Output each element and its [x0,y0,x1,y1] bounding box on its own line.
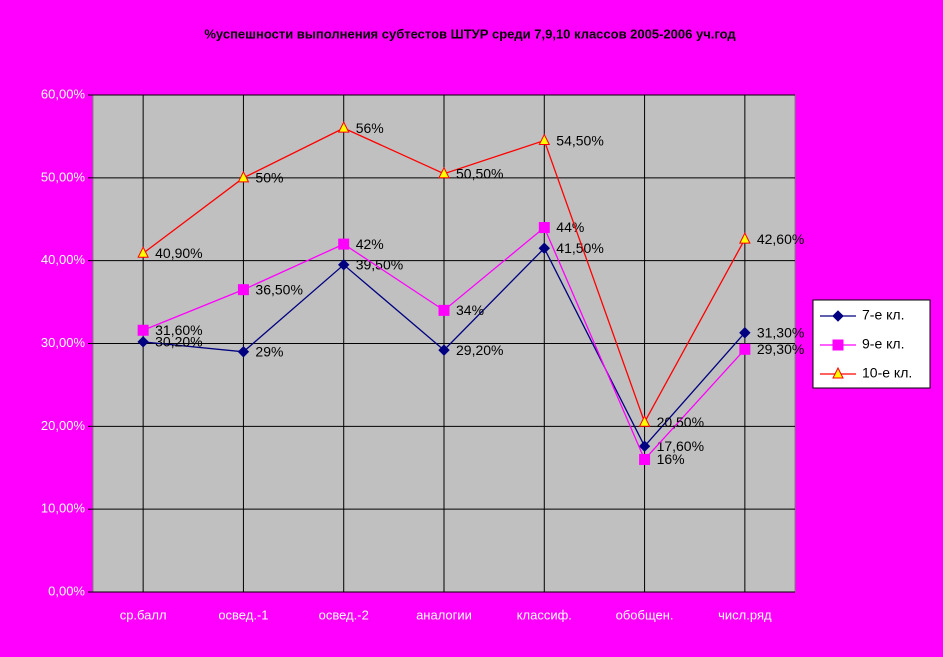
legend-label: 9-е кл. [862,336,904,352]
y-tick-label: 30,00% [41,335,86,350]
y-tick-label: 50,00% [41,169,86,184]
marker [237,284,249,296]
marker [832,339,844,351]
marker [237,170,250,183]
y-tick-label: 40,00% [41,252,86,267]
marker [739,232,751,244]
data-label: 44% [556,219,584,235]
x-tick-label: классиф. [517,607,572,622]
y-tick-label: 20,00% [41,418,86,433]
x-tick-label: обобщен. [616,607,674,622]
data-label: 20,50% [657,414,704,430]
chart-title: %успешности выполнения субтестов ШТУР ср… [204,26,736,41]
marker [438,304,450,316]
x-tick-label: освед.-2 [319,607,369,622]
marker [538,133,551,146]
x-tick-label: аналогии [416,607,472,622]
y-tick-label: 0,00% [48,583,85,598]
marker [137,336,149,348]
data-label: 16% [657,451,685,467]
legend-label: 10-е кл. [862,365,912,381]
marker [438,166,450,179]
marker [832,366,844,379]
data-label: 36,50% [255,281,302,297]
data-label: 30,20% [155,334,202,350]
data-label: 31,30% [757,324,804,340]
marker [638,440,651,452]
data-label: 42% [356,236,384,252]
marker [639,453,651,465]
x-tick-label: ср.балл [120,607,167,622]
marker [739,327,751,339]
data-label: 29,30% [757,341,804,357]
marker [438,344,450,356]
x-tick-label: числ.ряд [718,607,772,622]
data-label: 17,60% [657,438,704,454]
marker [338,238,350,250]
data-label: 54,50% [556,132,603,148]
data-label: 29,20% [456,342,503,358]
marker [338,259,350,271]
marker [832,310,844,322]
marker [538,222,550,234]
marker [638,415,651,427]
data-label: 50% [255,170,283,186]
marker [237,346,250,358]
data-label: 42,60% [757,231,804,247]
data-label: 50,50% [456,165,503,181]
marker [137,324,149,336]
data-label: 31,60% [155,322,202,338]
y-tick-label: 60,00% [41,86,86,101]
marker [137,246,149,258]
data-label: 40,90% [155,245,202,261]
data-label: 56% [356,120,384,136]
marker [538,242,550,254]
legend-label: 7-е кл. [862,307,904,323]
marker [739,343,751,355]
marker [337,121,350,133]
x-tick-label: освед.-1 [218,607,268,622]
data-label: 39,50% [356,257,403,273]
data-label: 34% [456,302,484,318]
data-label: 41,50% [556,240,603,256]
y-tick-label: 10,00% [41,501,86,516]
data-label: 29% [255,343,283,359]
